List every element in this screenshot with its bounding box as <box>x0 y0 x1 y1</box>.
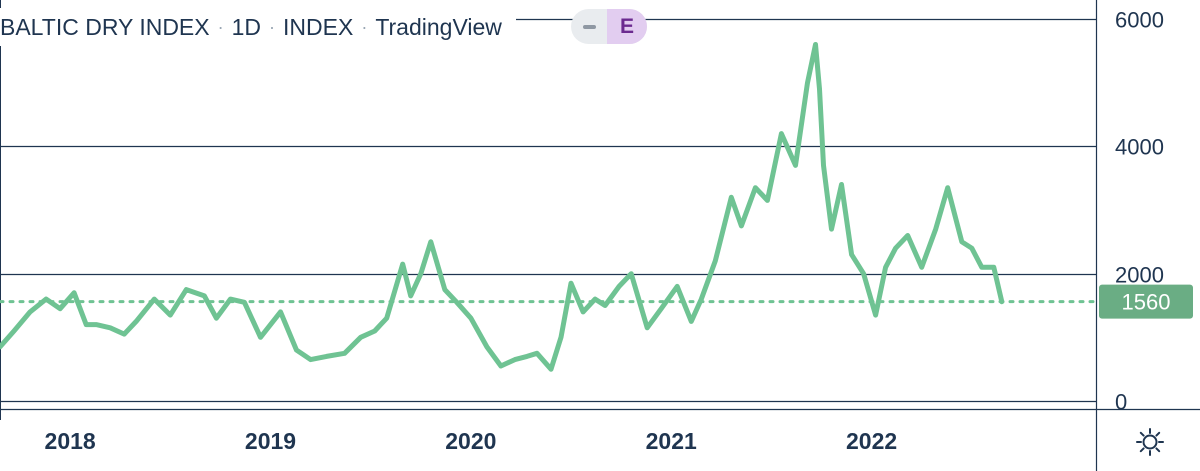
y-axis[interactable]: 0 2000 4000 6000 <box>1115 8 1164 415</box>
gear-icon[interactable] <box>1134 426 1166 458</box>
events-badge[interactable]: E <box>607 9 647 44</box>
chart-legend[interactable]: BALTIC DRY INDEX · 1D · INDEX · TradingV… <box>0 8 516 46</box>
legend-separator: · <box>269 16 276 37</box>
price-series <box>0 42 1005 372</box>
x-tick-label: 2021 <box>646 428 697 454</box>
last-price-label: 1560 <box>1122 290 1171 315</box>
x-tick-label: 2018 <box>45 428 96 454</box>
legend-toggle[interactable]: E <box>571 9 647 44</box>
price-line <box>0 42 1005 372</box>
y-tick-label: 4000 <box>1115 135 1164 160</box>
minus-icon[interactable] <box>571 24 607 29</box>
last-price-marker: 1560 <box>0 284 1193 319</box>
x-tick-label: 2022 <box>846 428 897 454</box>
x-axis[interactable]: 2018 2019 2020 2021 2022 <box>45 428 898 454</box>
x-tick-label: 2019 <box>245 428 296 454</box>
legend-interval[interactable]: 1D <box>231 13 262 40</box>
y-tick-label: 2000 <box>1115 263 1164 288</box>
y-tick-label: 0 <box>1115 390 1127 415</box>
legend-separator: · <box>217 16 224 37</box>
last-price-label-bg <box>1099 284 1193 319</box>
x-tick-label: 2020 <box>445 428 496 454</box>
legend-symbol[interactable]: BALTIC DRY INDEX <box>0 13 210 40</box>
legend-separator: · <box>361 16 368 37</box>
legend-source: TradingView <box>375 13 502 40</box>
y-tick-label: 6000 <box>1115 8 1164 33</box>
legend-exchange: INDEX <box>283 13 354 40</box>
